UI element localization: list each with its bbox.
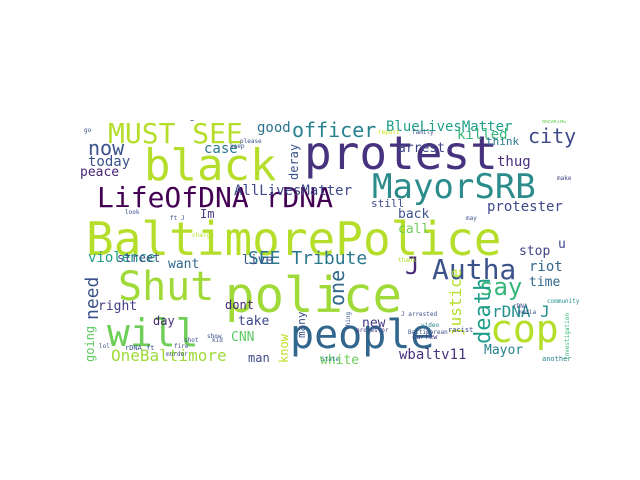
word: racist bbox=[448, 326, 474, 334]
word: investigation bbox=[564, 313, 571, 360]
word: fire bbox=[174, 343, 189, 350]
word: police bbox=[225, 267, 403, 324]
word: cop bbox=[490, 307, 559, 351]
word: MUST SEE bbox=[108, 120, 243, 150]
word: make bbox=[557, 175, 572, 182]
word: deray bbox=[287, 143, 301, 180]
word: riot bbox=[529, 259, 563, 275]
word: still bbox=[371, 197, 405, 210]
word: take bbox=[238, 314, 270, 329]
word: one bbox=[325, 269, 349, 306]
word: call bbox=[398, 222, 430, 237]
word: officer bbox=[292, 120, 377, 142]
word: say bbox=[479, 273, 523, 301]
word: black bbox=[144, 140, 277, 191]
word: community bbox=[547, 298, 580, 305]
word: rDNA ft bbox=[189, 120, 196, 122]
word: protestor bbox=[356, 327, 389, 334]
word: people bbox=[290, 312, 435, 358]
word: murder bbox=[166, 351, 188, 358]
word: man bbox=[248, 351, 270, 365]
word: live bbox=[242, 253, 274, 268]
word: shot bbox=[184, 337, 199, 344]
word: CNN bbox=[231, 330, 255, 345]
word: look bbox=[125, 209, 140, 216]
word: thug bbox=[497, 154, 531, 170]
word: family bbox=[412, 129, 434, 136]
word: rDNA ft bbox=[125, 344, 155, 352]
word: street bbox=[117, 251, 161, 265]
word: kid bbox=[212, 337, 223, 344]
word: rDNA bbox=[513, 303, 528, 310]
word: many bbox=[295, 311, 308, 339]
word: LifeOfDNA rDNA bbox=[97, 181, 334, 214]
word: thank bbox=[398, 257, 417, 264]
word: protester bbox=[487, 199, 563, 215]
word: ft J bbox=[170, 215, 185, 222]
word: Baltimorean bbox=[408, 329, 448, 336]
word: arrest bbox=[398, 141, 445, 156]
word: will bbox=[107, 311, 199, 355]
word: go bbox=[84, 127, 92, 134]
word: protest bbox=[304, 126, 498, 180]
word: BaltimorePolice bbox=[86, 212, 502, 266]
word: new bbox=[362, 316, 386, 331]
word: today bbox=[88, 154, 131, 170]
word: back bbox=[398, 207, 430, 222]
word: case bbox=[204, 141, 238, 157]
word: lol bbox=[99, 343, 110, 350]
word: right bbox=[98, 299, 138, 314]
word: going bbox=[83, 325, 97, 362]
word: BlueLivesMatter bbox=[386, 120, 513, 135]
word: now bbox=[88, 136, 125, 160]
word: violence bbox=[88, 250, 156, 266]
word: good bbox=[257, 120, 291, 136]
word: Shut bbox=[118, 264, 215, 310]
word: rDNA J bbox=[492, 302, 550, 321]
word: charge bbox=[192, 232, 214, 239]
word: killed bbox=[457, 127, 508, 143]
word: Mayor bbox=[484, 343, 524, 358]
word: J bbox=[405, 252, 420, 280]
word: Im bbox=[200, 207, 215, 221]
word: think bbox=[486, 135, 520, 148]
word: OneBaltimore bbox=[111, 346, 227, 365]
word: AllLivesMatter bbox=[234, 183, 353, 199]
word: Autha bbox=[432, 253, 517, 286]
word: want bbox=[168, 257, 200, 272]
word: please bbox=[240, 138, 262, 145]
word: State bbox=[321, 356, 340, 363]
word: SEE Tribute bbox=[248, 248, 368, 269]
word: MayorSRB bbox=[372, 167, 536, 207]
word: keep bbox=[230, 143, 245, 150]
word: know bbox=[277, 334, 291, 363]
word-cloud: BaltimorePolice police protest people bl… bbox=[80, 120, 580, 370]
word: another bbox=[542, 355, 572, 363]
word: peace bbox=[80, 165, 120, 180]
word: BREAKING bbox=[542, 120, 567, 125]
word: report bbox=[378, 129, 400, 136]
word: time bbox=[529, 275, 561, 290]
word: city bbox=[528, 124, 577, 148]
word: curfew bbox=[412, 333, 438, 341]
word: video bbox=[421, 322, 440, 329]
word: may bbox=[466, 215, 477, 222]
word: J arrested bbox=[401, 311, 438, 318]
word: dont bbox=[225, 298, 254, 312]
word: white bbox=[320, 353, 360, 368]
word: wbaltv11 bbox=[399, 347, 467, 363]
word: stop bbox=[519, 244, 551, 259]
word: u bbox=[558, 237, 566, 252]
word: show bbox=[207, 333, 222, 340]
word: media bbox=[518, 309, 537, 316]
word: day bbox=[153, 314, 175, 328]
word: thing bbox=[345, 311, 352, 330]
